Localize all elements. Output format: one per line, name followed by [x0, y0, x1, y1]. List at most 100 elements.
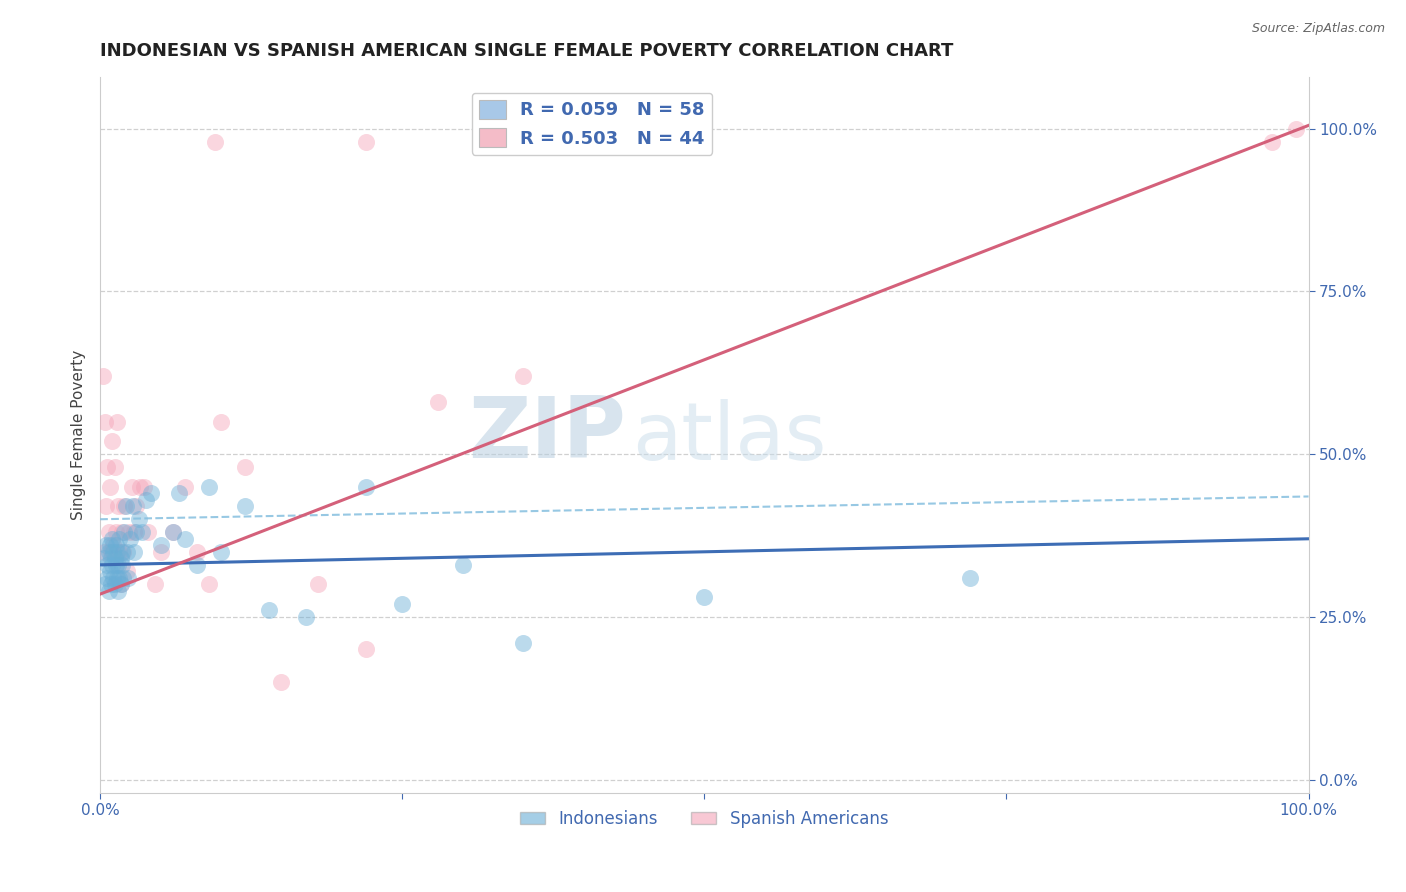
Point: [105, 415, 128, 429]
Point: [162, 525, 184, 540]
Point: [1285, 121, 1308, 136]
Point: [307, 577, 329, 591]
Point: [139, 486, 162, 500]
Point: [104, 538, 127, 552]
Point: [105, 571, 128, 585]
Point: [259, 603, 281, 617]
Point: [121, 500, 143, 514]
Point: [512, 636, 534, 650]
Point: [111, 558, 134, 572]
Point: [108, 571, 131, 585]
Point: [93, 551, 115, 566]
Point: [118, 525, 141, 540]
Point: [354, 642, 377, 657]
Point: [96, 500, 118, 514]
Point: [104, 525, 127, 540]
Point: [198, 480, 221, 494]
Point: [101, 434, 124, 449]
Point: [173, 480, 195, 494]
Point: [97, 525, 120, 540]
Point: [110, 577, 132, 591]
Point: [98, 480, 121, 494]
Point: [427, 395, 450, 409]
Point: [186, 558, 208, 572]
Point: [114, 500, 136, 514]
Point: [110, 551, 132, 566]
Point: [270, 675, 292, 690]
Point: [233, 500, 256, 514]
Point: [112, 571, 135, 585]
Point: [112, 545, 135, 559]
Point: [94, 577, 117, 591]
Point: [173, 532, 195, 546]
Point: [198, 577, 221, 591]
Point: [125, 500, 148, 514]
Text: atlas: atlas: [631, 400, 827, 477]
Point: [135, 492, 157, 507]
Point: [97, 545, 120, 559]
Point: [121, 480, 143, 494]
Point: [111, 545, 134, 559]
Point: [162, 525, 184, 540]
Point: [143, 577, 166, 591]
Point: [112, 525, 135, 540]
Point: [209, 545, 232, 559]
Point: [233, 460, 256, 475]
Point: [209, 415, 232, 429]
Point: [107, 500, 129, 514]
Text: ZIP: ZIP: [468, 393, 626, 476]
Point: [122, 545, 145, 559]
Point: [98, 538, 121, 552]
Point: [93, 545, 115, 559]
Point: [98, 565, 121, 579]
Point: [129, 480, 152, 494]
Point: [96, 558, 118, 572]
Point: [294, 610, 316, 624]
Point: [100, 545, 122, 559]
Point: [167, 486, 190, 500]
Point: [91, 369, 114, 384]
Point: [111, 525, 134, 540]
Text: Source: ZipAtlas.com: Source: ZipAtlas.com: [1251, 22, 1385, 36]
Point: [104, 460, 127, 475]
Point: [149, 538, 172, 552]
Point: [204, 135, 226, 149]
Point: [1261, 135, 1284, 149]
Point: [391, 597, 413, 611]
Point: [96, 571, 118, 585]
Point: [128, 512, 150, 526]
Point: [100, 551, 122, 566]
Point: [104, 577, 127, 591]
Point: [132, 480, 155, 494]
Point: [100, 577, 122, 591]
Point: [149, 545, 172, 559]
Point: [104, 558, 127, 572]
Point: [101, 558, 124, 572]
Point: [96, 538, 118, 552]
Y-axis label: Single Female Poverty: Single Female Poverty: [72, 350, 86, 520]
Point: [451, 558, 474, 572]
Legend: Indonesians, Spanish Americans: Indonesians, Spanish Americans: [513, 803, 896, 834]
Point: [512, 369, 534, 384]
Point: [354, 480, 377, 494]
Point: [103, 571, 125, 585]
Point: [104, 551, 127, 566]
Point: [110, 577, 132, 591]
Point: [94, 415, 117, 429]
Point: [112, 500, 135, 514]
Point: [122, 525, 145, 540]
Point: [97, 583, 120, 598]
Point: [120, 532, 142, 546]
Point: [186, 545, 208, 559]
Point: [105, 545, 128, 559]
Point: [117, 571, 139, 585]
Point: [115, 545, 138, 559]
Point: [693, 591, 716, 605]
Point: [125, 525, 148, 540]
Point: [107, 583, 129, 598]
Point: [107, 558, 129, 572]
Point: [103, 545, 125, 559]
Point: [138, 525, 160, 540]
Point: [96, 460, 118, 475]
Point: [115, 565, 138, 579]
